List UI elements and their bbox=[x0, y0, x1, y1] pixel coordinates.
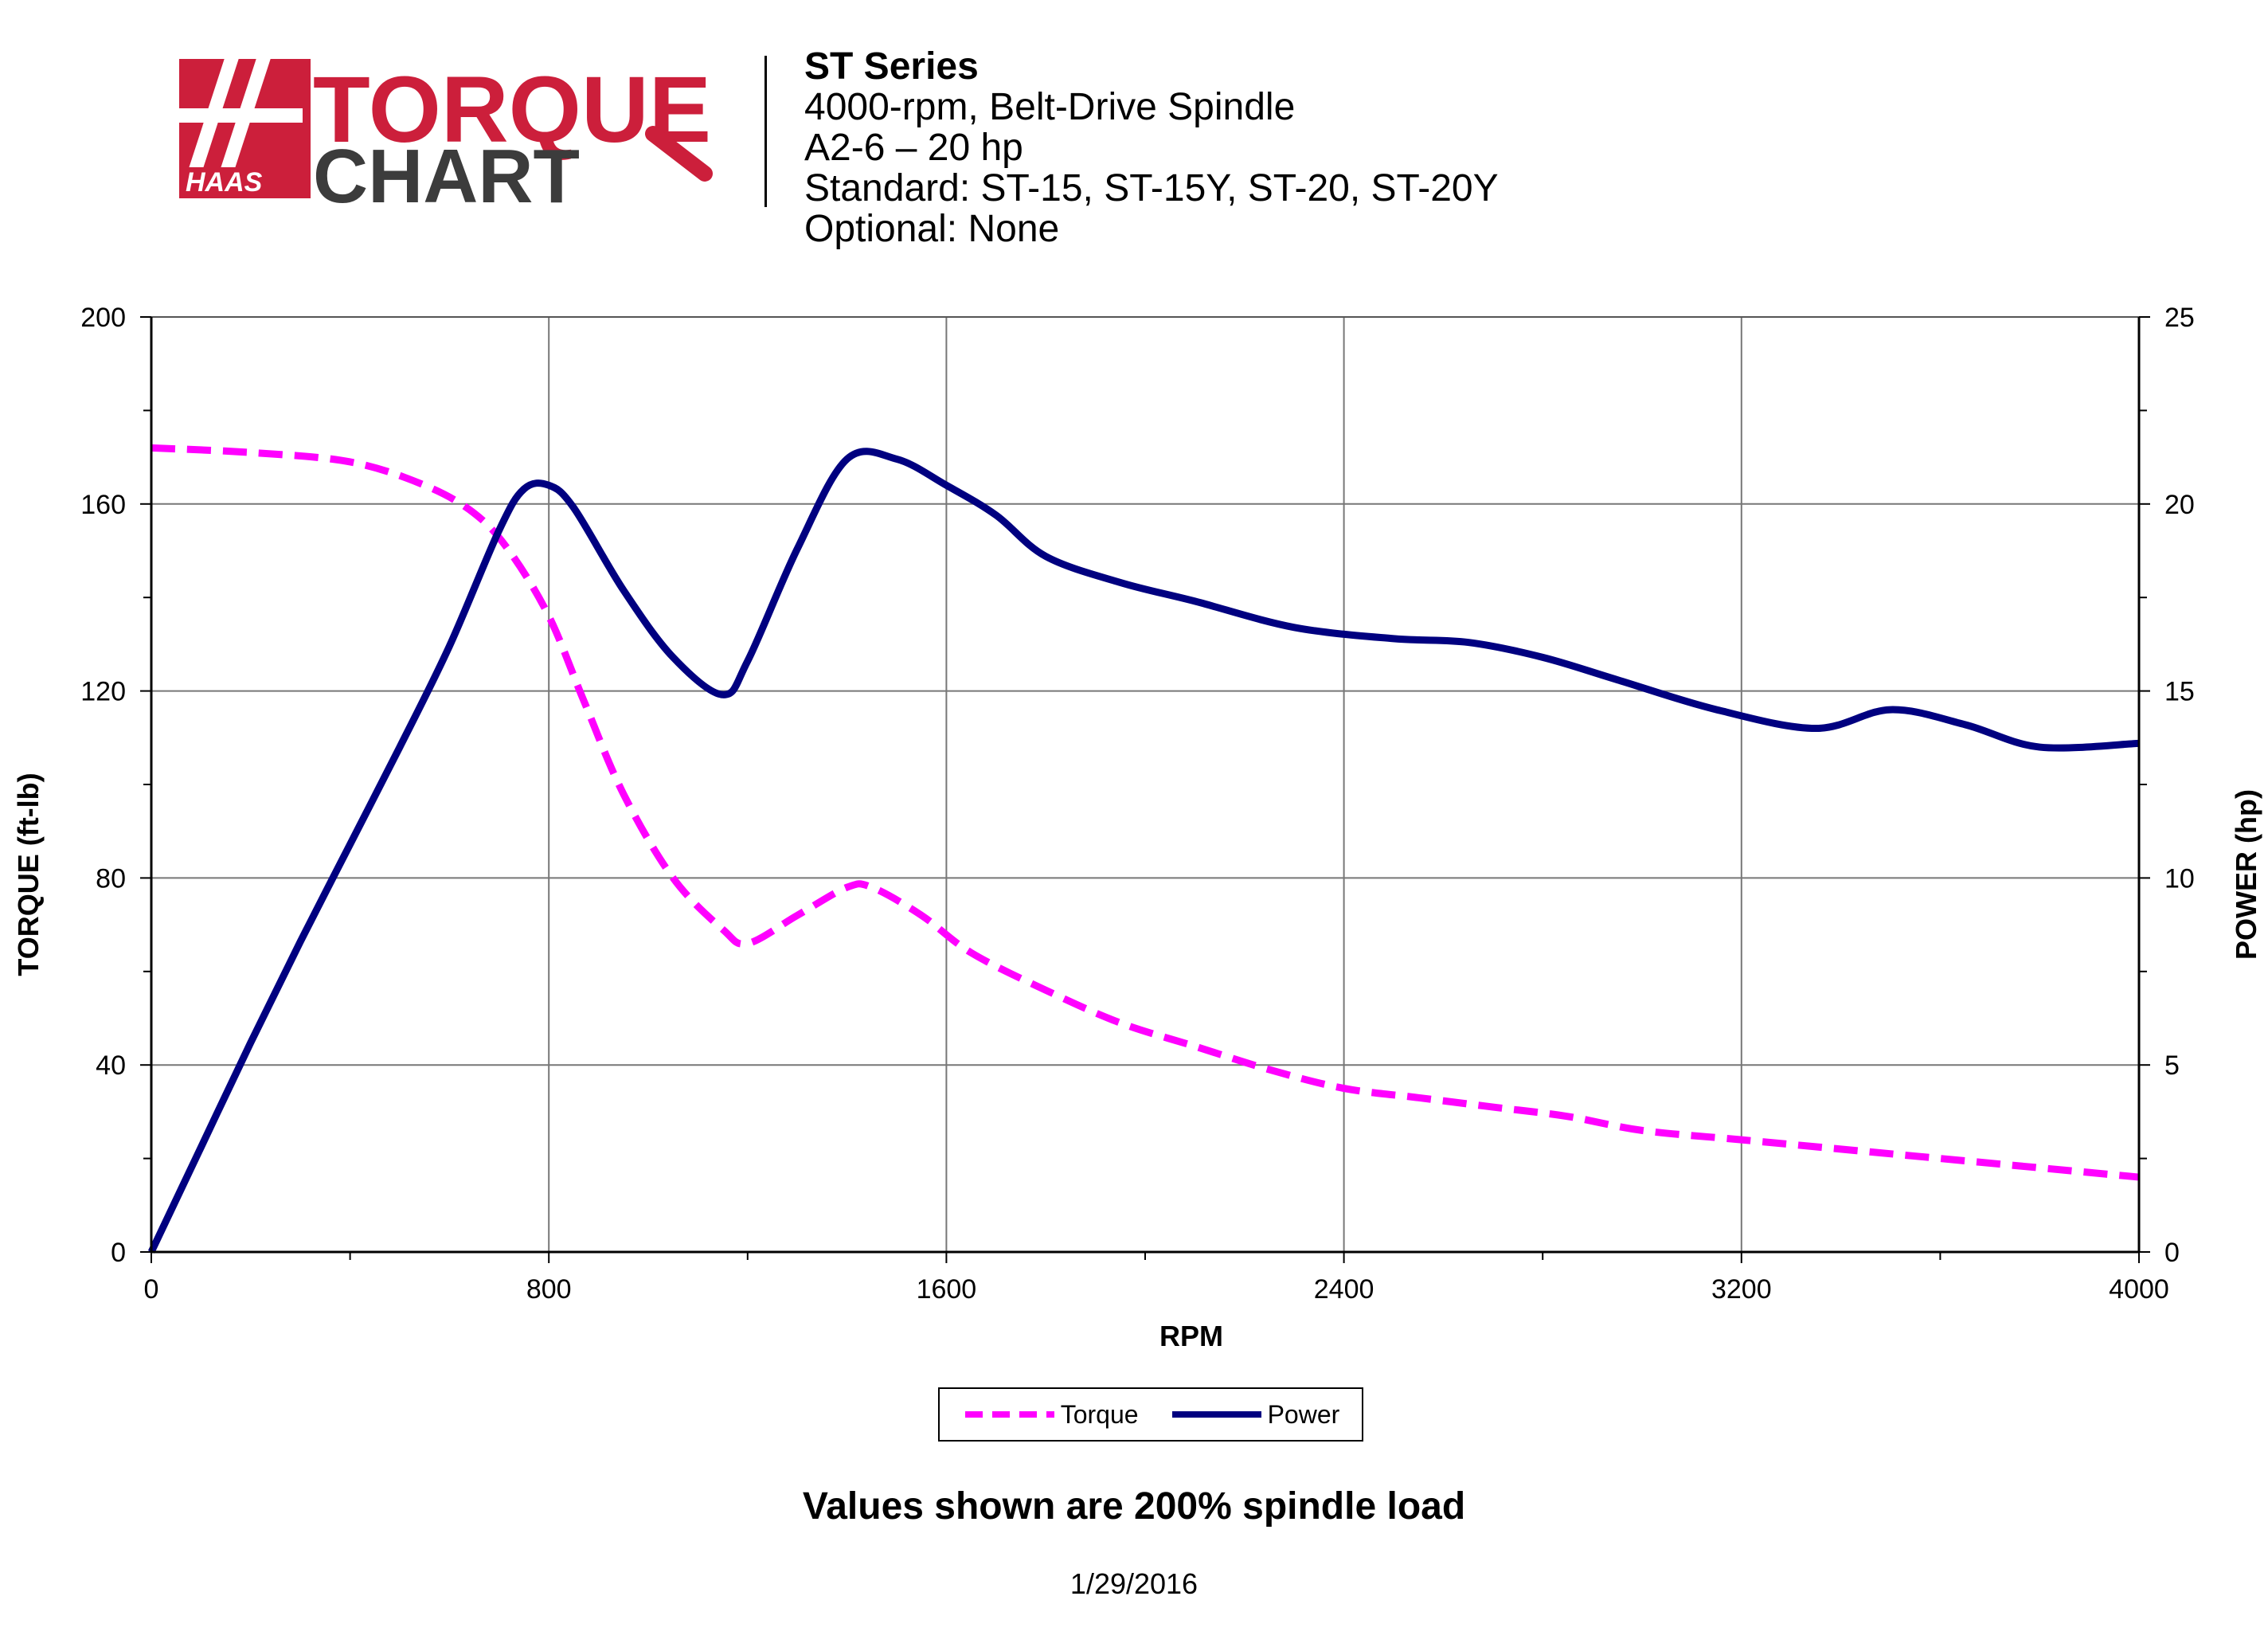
x-axis-label: RPM bbox=[1159, 1320, 1223, 1352]
torque-power-chart: 0 800 1600 2400 3200 4000 0 40 80 120 160 200 0 5 10 15… bbox=[12, 303, 2262, 1352]
x-tick-label: 800 bbox=[526, 1274, 572, 1305]
y-tick-label: 80 bbox=[96, 863, 126, 894]
x-tick-label: 4000 bbox=[2109, 1274, 2169, 1305]
x-tick-label: 1600 bbox=[917, 1274, 977, 1305]
spindle-load-note: Values shown are 200% spindle load bbox=[802, 1485, 1466, 1528]
grid bbox=[151, 317, 2139, 1252]
x-tick-label: 3200 bbox=[1711, 1274, 1772, 1305]
legend-label-power: Power bbox=[1267, 1399, 1340, 1429]
y2-tick-label: 15 bbox=[2164, 677, 2195, 707]
logo-brand-text: HAAS bbox=[186, 167, 263, 198]
legend: Torque Power bbox=[938, 1387, 1363, 1442]
header-line-spindle: 4000-rpm, Belt-Drive Spindle bbox=[804, 86, 1296, 128]
haas-torque-chart-logo: HAAS TORQUE CHART bbox=[163, 56, 713, 213]
y2-tick-label: 25 bbox=[2164, 303, 2195, 333]
y2-tick-label: 10 bbox=[2164, 863, 2195, 894]
logo-word-chart: CHART bbox=[313, 134, 580, 213]
header-divider bbox=[764, 56, 767, 207]
legend-label-torque: Torque bbox=[1060, 1399, 1139, 1429]
logo-word-torque: TORQUE bbox=[313, 57, 711, 162]
y-tick-label: 160 bbox=[80, 490, 126, 520]
haas-double-h-mark bbox=[163, 56, 303, 188]
x-tick-label: 0 bbox=[144, 1274, 159, 1305]
legend-swatch-torque bbox=[964, 1411, 1054, 1418]
y2-tick-label: 5 bbox=[2164, 1050, 2180, 1081]
y2-tick-label: 20 bbox=[2164, 490, 2195, 520]
y2-tick-label: 0 bbox=[2164, 1238, 2180, 1268]
y-tick-label: 0 bbox=[111, 1238, 126, 1268]
chart-date: 1/29/2016 bbox=[1069, 1567, 1199, 1600]
header-line-power: A2-6 – 20 hp bbox=[804, 127, 1023, 169]
series-line-torque bbox=[151, 444, 2140, 1181]
legend-item-torque: Torque bbox=[962, 1400, 1139, 1430]
axes: 0 800 1600 2400 3200 4000 0 40 80 120 160 200 0 5 10 15… bbox=[80, 303, 2195, 1305]
header-title: ST Series bbox=[804, 45, 979, 88]
y-tick-label: 40 bbox=[96, 1050, 126, 1081]
y-axis-label: TORQUE (ft-lb) bbox=[12, 773, 45, 976]
logo-q-tail bbox=[645, 126, 713, 182]
legend-swatch-power bbox=[1171, 1411, 1261, 1418]
header-line-standard: Standard: ST-15, ST-15Y, ST-20, ST-20Y bbox=[804, 167, 1499, 209]
y-tick-label: 200 bbox=[80, 303, 126, 333]
legend-item-power: Power bbox=[1169, 1399, 1340, 1430]
y-tick-label: 120 bbox=[80, 677, 126, 707]
header-line-optional: Optional: None bbox=[804, 208, 1060, 250]
series-line-power bbox=[147, 448, 2140, 1254]
series-layer bbox=[147, 444, 2140, 1254]
chart-header: ST Series 4000-rpm, Belt-Drive Spindle A… bbox=[804, 46, 1499, 249]
x-tick-label: 2400 bbox=[1314, 1274, 1374, 1305]
y2-axis-label: POWER (hp) bbox=[2230, 789, 2262, 960]
